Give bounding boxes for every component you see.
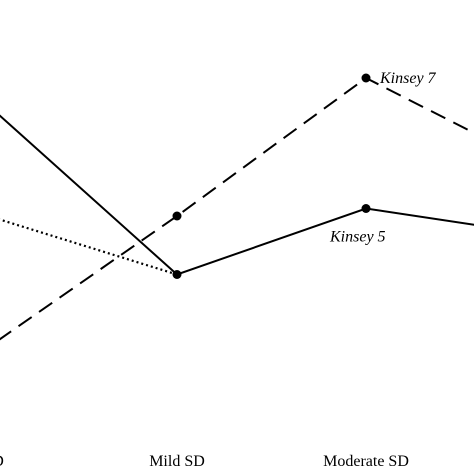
x-tick-label: D — [0, 453, 4, 470]
series-label-kinsey-5: Kinsey 5 — [329, 229, 386, 246]
x-tick-label: Mild SD — [149, 453, 205, 470]
data-point-kinsey-5-1 — [172, 270, 182, 279]
data-point-kinsey-7-2 — [361, 73, 371, 83]
data-point-kinsey-5-2 — [361, 204, 371, 213]
series-points — [172, 73, 371, 279]
series-line-kinsey-7 — [0, 76, 474, 341]
series-labels: Kinsey 5 Kinsey 7 — [329, 70, 437, 246]
data-point-kinsey-7-1 — [172, 211, 182, 221]
series-line-kinsey-5 — [0, 114, 474, 276]
x-tick-labels: D Mild SD Moderate SD — [0, 453, 409, 470]
series-line-unnamed-2 — [0, 218, 178, 276]
series-lines — [0, 76, 474, 341]
x-tick-label: Moderate SD — [323, 453, 409, 470]
series-label-kinsey-7: Kinsey 7 — [379, 70, 437, 87]
